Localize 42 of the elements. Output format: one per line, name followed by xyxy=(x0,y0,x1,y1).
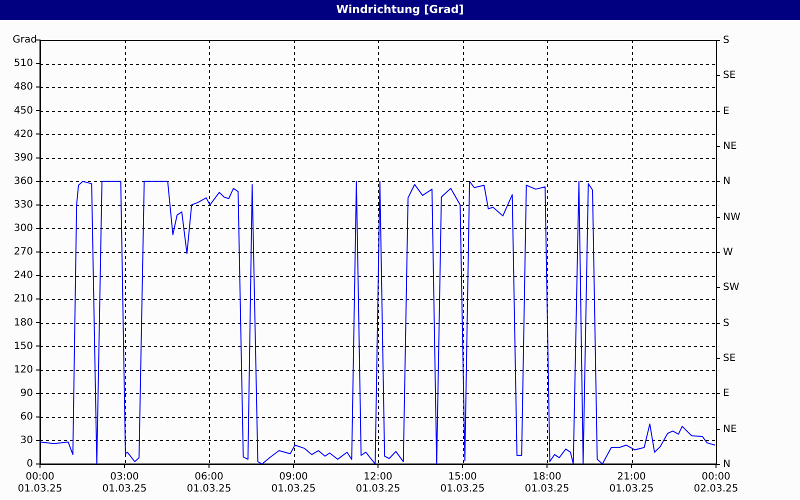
y-tick-label: 0 xyxy=(26,458,33,470)
y-tick-label: 90 xyxy=(20,388,33,399)
x-tick-label: 09:00 01.03.25 xyxy=(271,472,316,495)
x-tick-label: 00:00 02.03.25 xyxy=(694,472,738,495)
y-tick-label: 390 xyxy=(14,152,33,164)
text: NE xyxy=(723,141,737,152)
text: E xyxy=(723,106,730,118)
text: N xyxy=(723,176,730,188)
y-tick-label: 420 xyxy=(14,128,33,140)
y-tick-label: 180 xyxy=(14,317,33,328)
y-axis-title: Grad xyxy=(12,34,37,46)
y-tick-label: 330 xyxy=(14,199,33,210)
text: S xyxy=(723,318,730,330)
y-tick-label: 510 xyxy=(14,58,33,70)
y-tick-label: 210 xyxy=(14,294,33,305)
text: SE xyxy=(723,70,736,82)
x-tick-label: 00:00 01.03.25 xyxy=(18,472,62,495)
text: SW xyxy=(723,282,740,294)
y-tick-label: 270 xyxy=(14,246,33,258)
text: E xyxy=(723,388,730,400)
x-tick-label: 12:00 01.03.25 xyxy=(356,472,400,495)
text: NW xyxy=(723,212,740,224)
text: W xyxy=(723,247,733,258)
y-tick-label: 450 xyxy=(14,105,33,116)
y-tick-label: 60 xyxy=(20,411,33,422)
chart-title: Windrichtung [Grad] xyxy=(0,0,800,20)
text: N xyxy=(723,459,730,470)
y-tick-label: 150 xyxy=(14,340,33,352)
y-tick-label: 360 xyxy=(14,176,33,187)
y-tick-label: 240 xyxy=(14,270,33,282)
text: SE xyxy=(723,353,736,364)
x-tick-label: 21:00 01.03.25 xyxy=(609,472,654,495)
y-tick-label: 480 xyxy=(14,82,33,93)
x-tick-label: 15:00 01.03.25 xyxy=(440,472,485,495)
text: S xyxy=(723,35,730,46)
x-tick-label: 06:00 01.03.25 xyxy=(186,472,232,495)
y-tick-label: 300 xyxy=(14,223,33,234)
x-tick-label: 18:00 01.03.25 xyxy=(524,472,570,495)
y-tick-label: 120 xyxy=(14,364,33,376)
x-tick-label: 03:00 01.03.25 xyxy=(102,472,147,495)
y-tick-label: 30 xyxy=(20,435,33,446)
text: NE xyxy=(723,424,737,436)
